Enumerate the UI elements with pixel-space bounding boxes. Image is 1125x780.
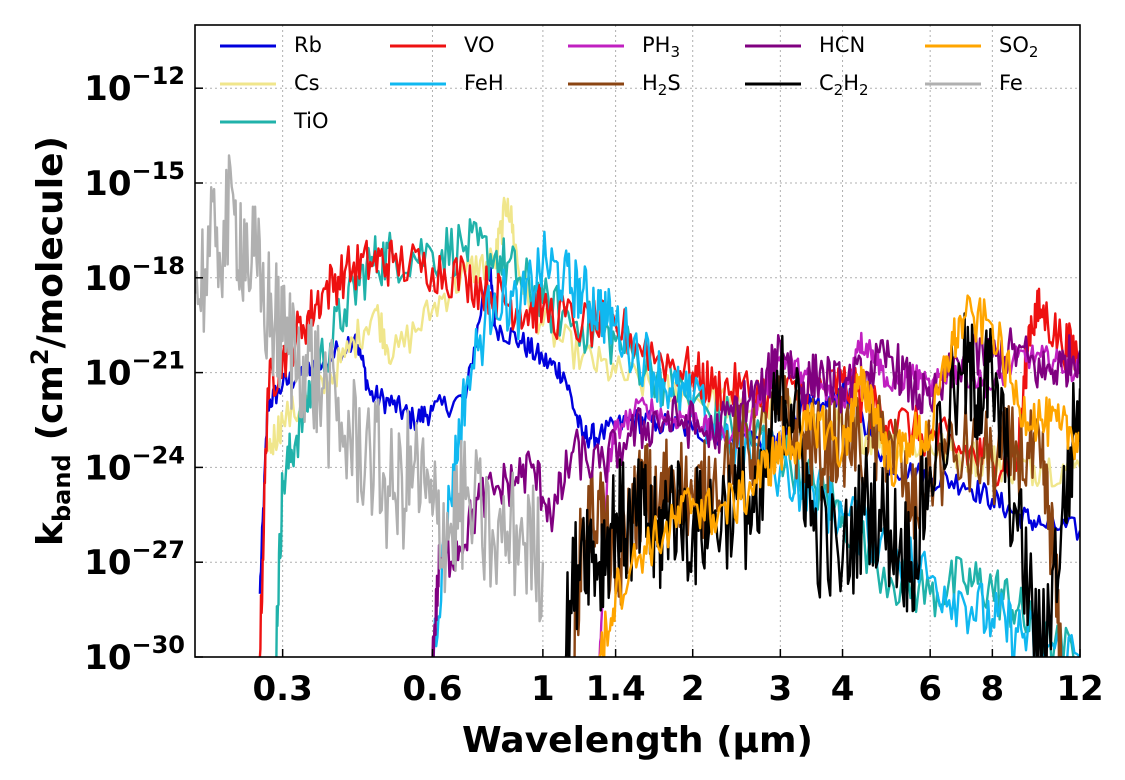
ticks: 0.3 0.6 1 1.4 2 3 4 6 8 12 10−30 10−27 10−24 10−21 10−…: [84, 62, 1104, 709]
y-axis-title-unit-open: (cm: [30, 365, 71, 440]
x-tick-label: 4: [831, 669, 855, 709]
x-tick-label: 2: [681, 669, 705, 709]
legend-label-fe: Fe: [999, 71, 1023, 95]
y-tick-label: 10−12: [84, 62, 185, 109]
legend-label-ph3: PH3: [642, 33, 680, 61]
legend-label-rb: Rb: [294, 33, 322, 57]
legend-label-feh: FeH: [464, 71, 504, 95]
legend-label-hcn: HCN: [819, 33, 865, 57]
y-tick-label: 10−30: [84, 631, 185, 678]
x-tick-label: 6: [918, 669, 942, 709]
x-tick-label: 12: [1056, 669, 1103, 709]
y-axis-title: kband (cm2/molecule): [26, 136, 76, 546]
y-axis-title-subscript: band: [48, 454, 76, 522]
legend-label-cs: Cs: [294, 71, 320, 95]
x-tick-label: 1: [531, 669, 555, 709]
y-axis-title-unit-close: /molecule): [30, 136, 71, 348]
legend-label-vo: VO: [464, 33, 495, 57]
series-line-c2h2: [563, 312, 1080, 657]
y-tick-label: 10−21: [84, 347, 185, 394]
series-line-fe: [195, 154, 545, 623]
x-tick-label: 8: [981, 669, 1005, 709]
series-line-vo: [258, 239, 1080, 657]
x-tick-label: 0.3: [253, 669, 313, 709]
legend-label-h2s: H2S: [642, 71, 681, 99]
legend-label-c2h2: C2H2: [819, 71, 869, 99]
x-tick-label: 3: [769, 669, 793, 709]
x-tick-label: 0.6: [402, 669, 462, 709]
legend: Rb Cs TiO VO FeH PH3 H2S HCN C2H2 SO2 Fe: [220, 33, 1038, 133]
legend-label-tio: TiO: [293, 109, 329, 133]
y-axis-title-base: k: [30, 521, 71, 546]
series-layer: [195, 154, 1080, 657]
legend-label-so2: SO2: [999, 33, 1038, 61]
y-tick-label: 10−27: [84, 536, 185, 583]
x-tick-label: 1.4: [585, 669, 645, 709]
y-tick-label: 10−24: [84, 441, 185, 488]
series-line-tio: [275, 218, 1080, 657]
y-axis-title-unit-sup: 2: [26, 348, 54, 365]
y-tick-label: 10−18: [84, 252, 185, 299]
y-tick-label: 10−15: [84, 157, 185, 204]
series-line-feh: [432, 230, 1080, 657]
x-axis-title: Wavelength (μm): [462, 720, 813, 761]
plot-frame: [194, 24, 1081, 658]
series-line-so2: [598, 294, 1080, 657]
